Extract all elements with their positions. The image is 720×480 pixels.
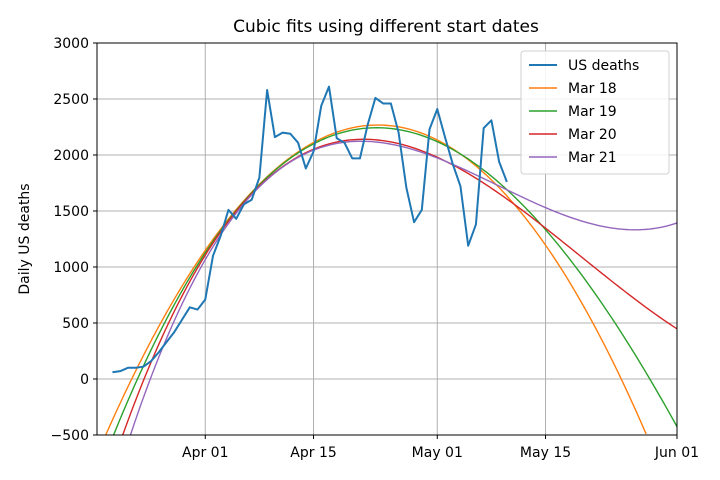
- x-tick-label: Apr 01: [182, 445, 228, 461]
- series-us-deaths-line: [112, 85, 508, 374]
- legend: US deaths Mar 18 Mar 19 Mar 20 Mar 21: [520, 50, 670, 175]
- y-tick-label: −500: [51, 428, 89, 444]
- legend-label: Mar 18: [568, 81, 617, 97]
- axes-frame: [96, 42, 678, 436]
- chart-title: Cubic fits using different start dates: [233, 17, 539, 37]
- x-axis: Apr 01 Apr 15 May 01 May 15 Jun 01: [182, 435, 699, 461]
- x-tick-label: May 15: [520, 445, 571, 461]
- series-fit-mar-18-line: [104, 124, 647, 435]
- y-tick-label: 2000: [53, 148, 89, 164]
- legend-label: Mar 19: [568, 104, 617, 120]
- legend-box: [520, 50, 670, 175]
- plot-area: [104, 85, 677, 435]
- y-tick-label: 1500: [53, 204, 89, 220]
- legend-label: Mar 21: [568, 150, 617, 166]
- y-tick-label: 3000: [53, 36, 89, 52]
- y-tick-label: 500: [62, 316, 89, 332]
- x-tick-label: May 01: [412, 445, 463, 461]
- y-axis: −500 0 500 1000 1500 2000 2500 3000: [51, 36, 97, 444]
- series-fit-mar-20-line: [121, 138, 677, 435]
- y-tick-label: 2500: [53, 92, 89, 108]
- series-fit-mar-19-line: [112, 127, 677, 435]
- legend-label: US deaths: [568, 58, 639, 74]
- y-tick-label: 1000: [53, 260, 89, 276]
- series-layer: [104, 85, 677, 435]
- x-tick-label: Apr 15: [290, 445, 336, 461]
- y-tick-label: 0: [80, 372, 89, 388]
- x-tick-label: Jun 01: [654, 445, 699, 461]
- y-axis-label: Daily US deaths: [17, 183, 33, 294]
- legend-label: Mar 20: [568, 127, 617, 143]
